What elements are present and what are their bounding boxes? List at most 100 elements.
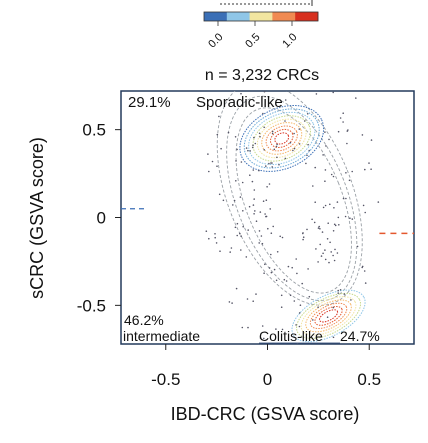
intermediate-label: intermediate xyxy=(123,328,200,344)
data-point xyxy=(266,186,268,188)
data-point xyxy=(208,170,210,173)
data-point xyxy=(329,203,331,206)
density-contour-colitis xyxy=(305,299,352,333)
data-point xyxy=(351,218,354,220)
data-point xyxy=(311,218,313,221)
data-point xyxy=(345,76,347,78)
data-point xyxy=(302,232,304,235)
plot-frame xyxy=(120,90,415,345)
colorbar-frame xyxy=(203,11,319,22)
data-point xyxy=(261,325,264,327)
data-point xyxy=(269,208,272,210)
data-point xyxy=(337,216,340,219)
colorbar-cell xyxy=(295,12,319,21)
data-point xyxy=(291,64,293,66)
data-point xyxy=(247,326,249,329)
density-contour-sporadic xyxy=(261,122,303,155)
data-point xyxy=(326,316,329,319)
data-point xyxy=(364,282,367,284)
data-point xyxy=(327,222,330,224)
data-point xyxy=(263,91,266,93)
data-point xyxy=(296,343,299,344)
data-point xyxy=(281,236,284,239)
data-point xyxy=(336,252,339,254)
data-point xyxy=(252,204,255,206)
y-tick-label: 0.5 xyxy=(82,121,106,140)
data-point xyxy=(232,204,234,206)
data-point xyxy=(324,131,326,133)
data-point xyxy=(307,268,309,270)
data-point xyxy=(273,148,276,151)
colitis-like-percent: 24.7% xyxy=(340,328,380,344)
data-point xyxy=(298,128,301,130)
data-point xyxy=(332,91,335,94)
data-point xyxy=(258,230,261,232)
colorbar-cell xyxy=(249,12,273,21)
data-point xyxy=(265,199,268,201)
colorbar-cell xyxy=(204,12,228,21)
data-point xyxy=(361,265,364,268)
data-point xyxy=(333,223,336,226)
density-contour-colitis xyxy=(309,302,348,330)
data-point xyxy=(253,213,255,215)
density-contour-sporadic xyxy=(252,115,311,162)
data-point xyxy=(236,222,239,225)
data-point xyxy=(219,250,221,252)
colorbar-cell xyxy=(272,12,296,21)
density-contour-sporadic xyxy=(239,104,325,172)
data-point xyxy=(334,248,336,251)
data-point xyxy=(263,149,266,151)
data-point xyxy=(338,224,340,226)
y-tick-label: -0.5 xyxy=(77,296,106,315)
data-point xyxy=(205,230,208,232)
data-point xyxy=(370,168,372,170)
data-point xyxy=(332,254,334,257)
data-point xyxy=(307,143,309,146)
data-point xyxy=(337,289,340,292)
density-contour-sporadic xyxy=(265,125,298,152)
data-point xyxy=(273,268,276,271)
colorbar-cell xyxy=(226,12,250,21)
data-point xyxy=(319,243,322,246)
data-point xyxy=(268,183,271,185)
data-point xyxy=(345,197,347,200)
data-point xyxy=(312,319,314,321)
data-point xyxy=(233,199,236,202)
data-point xyxy=(306,113,309,115)
data-point xyxy=(262,84,264,86)
data-point xyxy=(235,287,238,290)
data-point xyxy=(251,180,254,183)
density-contour-colitis xyxy=(291,289,366,343)
data-point xyxy=(324,204,327,207)
data-point xyxy=(255,220,258,222)
data-point xyxy=(315,248,317,250)
data-point xyxy=(263,126,266,129)
data-point xyxy=(276,156,278,159)
data-point xyxy=(214,236,216,239)
data-point xyxy=(279,235,282,238)
data-point xyxy=(248,205,251,208)
data-point xyxy=(254,210,256,212)
density-contour-sporadic xyxy=(256,118,307,159)
data-point xyxy=(207,153,209,155)
data-point xyxy=(292,149,294,152)
data-point xyxy=(254,142,257,145)
data-point xyxy=(258,242,261,244)
data-point xyxy=(276,251,279,253)
data-point xyxy=(268,267,271,269)
data-point xyxy=(317,261,319,263)
data-point xyxy=(260,235,263,237)
data-point xyxy=(295,324,297,326)
data-point xyxy=(339,64,341,66)
data-point xyxy=(310,52,312,54)
data-point xyxy=(241,181,244,184)
data-point xyxy=(270,271,273,274)
data-point xyxy=(332,306,335,309)
data-point xyxy=(291,266,294,269)
data-point xyxy=(306,228,308,231)
data-point xyxy=(264,213,266,215)
data-point xyxy=(330,251,333,253)
data-point xyxy=(324,258,327,261)
data-point xyxy=(262,200,265,202)
